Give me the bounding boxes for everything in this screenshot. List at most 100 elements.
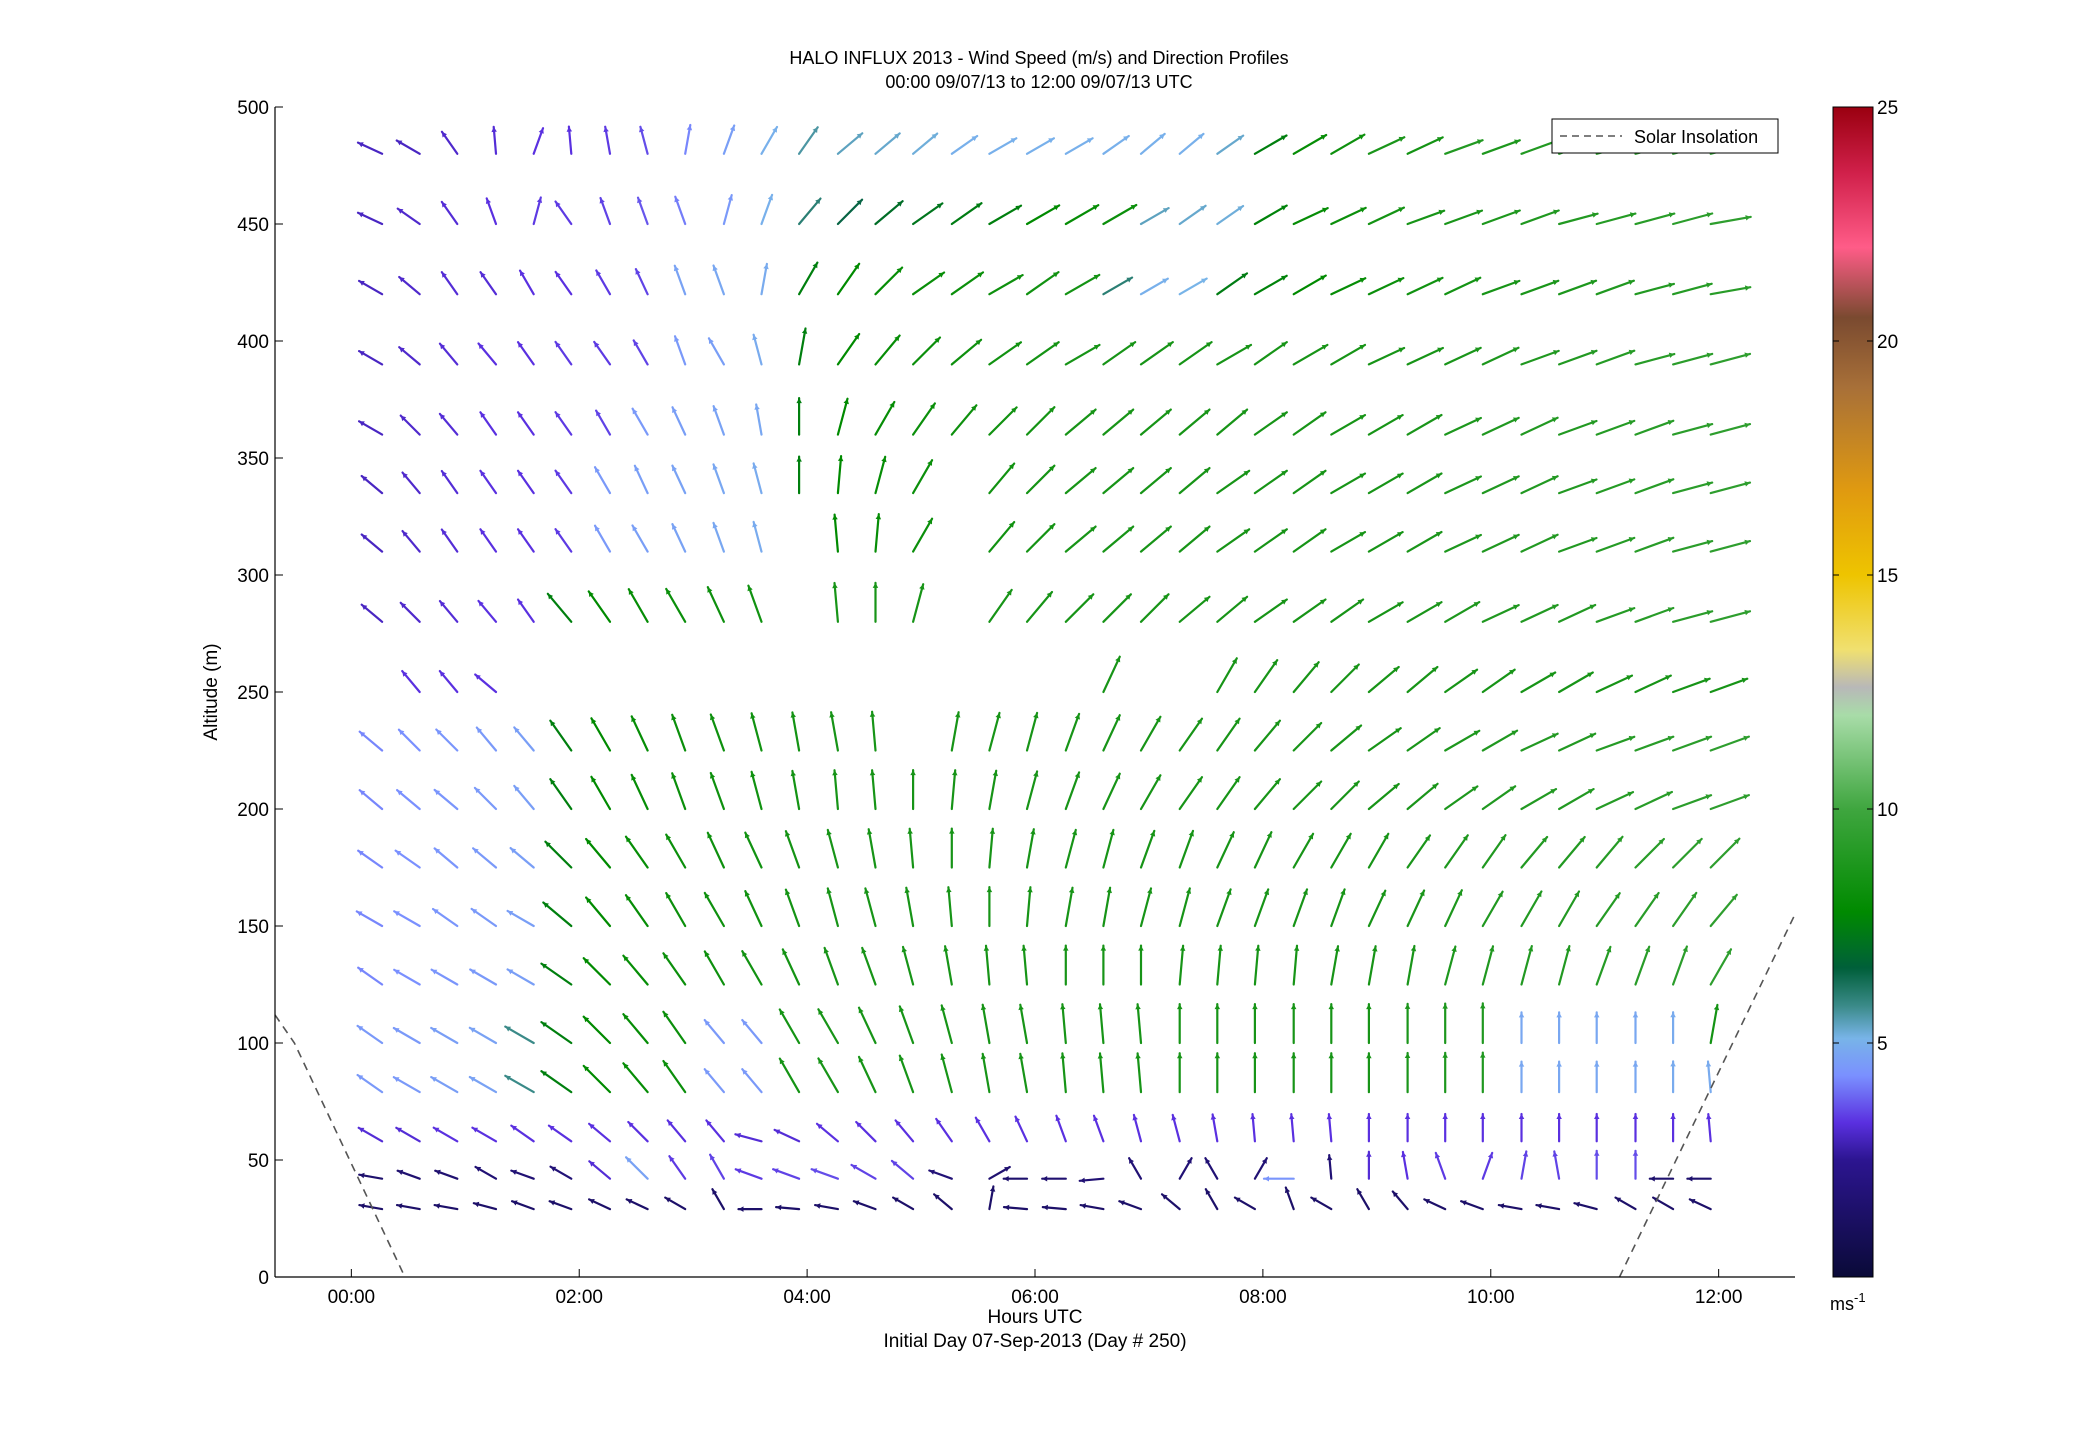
wind-arrow-head bbox=[357, 1075, 364, 1081]
wind-arrow-shaft bbox=[1634, 282, 1676, 296]
wind-arrow bbox=[1292, 661, 1320, 694]
wind-arrow-head bbox=[1115, 656, 1121, 663]
wind-arrow-head bbox=[782, 949, 788, 956]
wind-arrow-head bbox=[541, 1022, 547, 1028]
wind-arrow bbox=[1330, 414, 1367, 436]
wind-arrow-head bbox=[875, 514, 882, 520]
wind-arrow-head bbox=[1475, 417, 1481, 423]
wind-arrow bbox=[1064, 712, 1081, 752]
wind-arrow bbox=[554, 270, 573, 296]
wind-arrow-shaft bbox=[549, 777, 573, 811]
wind-arrow bbox=[988, 827, 996, 869]
wind-arrow-shaft bbox=[582, 1015, 612, 1045]
wind-arrow-head bbox=[1250, 1114, 1256, 1120]
wind-arrow-shaft bbox=[1481, 416, 1520, 436]
wind-arrow-head bbox=[989, 828, 996, 834]
wind-arrow bbox=[1520, 787, 1558, 811]
wind-arrow-head bbox=[1155, 716, 1161, 723]
wind-arrow-shaft bbox=[1367, 945, 1377, 986]
wind-arrow-shaft bbox=[898, 1005, 915, 1045]
wind-arrow-shaft bbox=[867, 828, 877, 869]
wind-arrow bbox=[1481, 139, 1521, 155]
wind-arrow-shaft bbox=[630, 773, 649, 811]
wind-arrow-shaft bbox=[1253, 944, 1260, 986]
wind-arrow-head bbox=[1487, 1152, 1494, 1159]
wind-arrow bbox=[1480, 1002, 1486, 1045]
wind-arrow-head bbox=[1587, 789, 1594, 794]
wind-arrow bbox=[392, 1076, 421, 1094]
wind-arrow-head bbox=[1313, 662, 1319, 668]
wind-arrow bbox=[1709, 837, 1741, 869]
wind-arrow-shaft bbox=[1481, 475, 1520, 495]
wind-arrow bbox=[1459, 1200, 1484, 1211]
wind-arrow-shaft bbox=[1481, 833, 1507, 869]
wind-arrow-shaft bbox=[671, 713, 687, 752]
wind-arrow bbox=[712, 521, 726, 553]
wind-arrow-shaft bbox=[1064, 886, 1074, 928]
wind-arrow-shaft bbox=[874, 455, 887, 495]
wind-arrow bbox=[1092, 1114, 1105, 1143]
wind-arrow bbox=[988, 1165, 1011, 1180]
wind-arrow bbox=[1330, 724, 1363, 752]
wind-arrow-shaft bbox=[833, 581, 840, 623]
wind-arrow-shaft bbox=[823, 946, 840, 986]
wind-arrow-shaft bbox=[1102, 714, 1121, 752]
y-tick-label: 300 bbox=[237, 566, 269, 587]
wind-arrow bbox=[1160, 1193, 1181, 1211]
wind-arrow bbox=[796, 455, 802, 495]
wind-arrow bbox=[357, 849, 384, 869]
wind-arrow bbox=[1060, 1052, 1067, 1094]
wind-arrow-head bbox=[1556, 1061, 1562, 1067]
wind-arrow bbox=[1595, 536, 1636, 553]
wind-arrow-head bbox=[1345, 833, 1351, 840]
wind-arrow-head bbox=[596, 410, 601, 417]
wind-arrow bbox=[1520, 209, 1560, 226]
wind-arrow bbox=[1216, 408, 1249, 436]
wind-arrow-shaft bbox=[1520, 209, 1560, 226]
wind-arrow-head bbox=[441, 471, 447, 477]
wind-arrow-shaft bbox=[1102, 525, 1135, 553]
wind-arrow bbox=[636, 196, 649, 226]
wind-arrow bbox=[1634, 837, 1666, 869]
wind-arrow-head bbox=[931, 133, 938, 139]
wind-arrow bbox=[662, 1059, 687, 1094]
wind-arrow-shaft bbox=[1481, 785, 1517, 811]
wind-arrow-shaft bbox=[1216, 717, 1241, 752]
wind-arrow bbox=[1002, 1204, 1029, 1211]
wind-arrow bbox=[1025, 886, 1033, 928]
wind-arrow bbox=[671, 522, 687, 553]
wind-arrow-shaft bbox=[1330, 414, 1367, 436]
wind-arrow bbox=[1481, 209, 1521, 226]
wind-arrow bbox=[1079, 1203, 1105, 1211]
wind-arrow-head bbox=[591, 776, 597, 783]
wind-arrow bbox=[1216, 657, 1238, 694]
wind-arrow-shaft bbox=[1520, 279, 1560, 296]
wind-arrow bbox=[911, 202, 944, 226]
wind-arrow bbox=[1135, 1003, 1143, 1045]
wind-arrow bbox=[741, 1068, 763, 1094]
wind-arrow bbox=[440, 200, 459, 226]
wind-arrow-head bbox=[663, 1061, 669, 1067]
wind-arrow-head bbox=[1743, 735, 1749, 741]
wind-arrow bbox=[1290, 1002, 1297, 1045]
wind-arrow-head bbox=[889, 402, 895, 408]
wind-arrow bbox=[1216, 134, 1245, 155]
wind-arrow-head bbox=[829, 712, 835, 718]
wind-arrow-head bbox=[744, 832, 750, 839]
wind-arrow-shaft bbox=[1025, 590, 1054, 623]
wind-arrow-head bbox=[1550, 789, 1556, 794]
wind-arrow-shaft bbox=[1025, 464, 1056, 495]
wind-arrow-head bbox=[596, 270, 602, 277]
wind-arrow-shaft bbox=[671, 772, 687, 811]
wind-arrow-shaft bbox=[1064, 593, 1095, 623]
wind-arrow bbox=[1097, 1003, 1105, 1045]
wind-arrow bbox=[548, 1200, 573, 1211]
wind-arrow bbox=[744, 889, 763, 928]
wind-arrow-head bbox=[1480, 1052, 1486, 1058]
wind-arrow-head bbox=[742, 1069, 748, 1075]
wind-arrow-shaft bbox=[473, 786, 498, 811]
wind-arrow-head bbox=[832, 514, 838, 520]
wind-arrow-shaft bbox=[784, 829, 801, 869]
wind-arrow bbox=[869, 769, 877, 811]
